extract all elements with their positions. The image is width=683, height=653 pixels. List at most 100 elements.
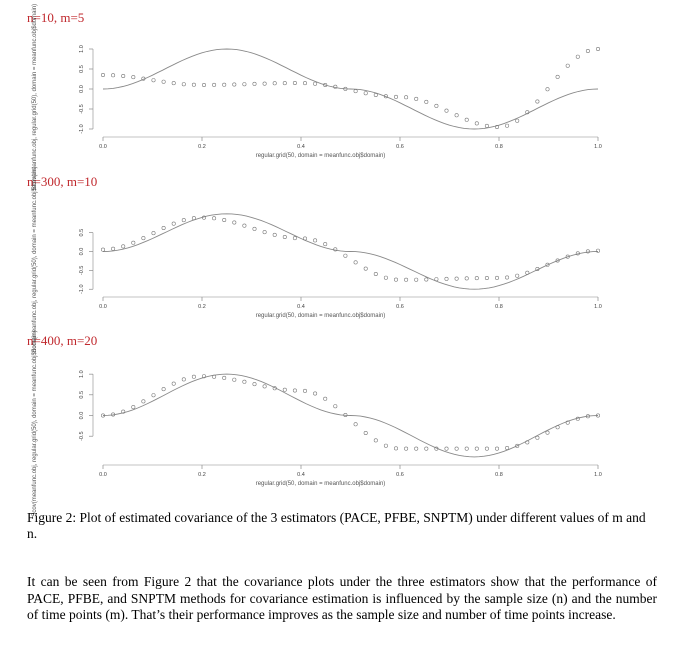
x-tick-label: 0.6 [396, 304, 404, 310]
data-point [373, 92, 378, 97]
data-point [454, 276, 459, 281]
panel-title: n=300, m=10 [27, 174, 98, 189]
data-point [585, 414, 590, 419]
data-point [414, 277, 419, 282]
plot-panel-1: Scov(meanfunc.obj, regular.grid(50), dom… [28, 4, 608, 190]
data-point [535, 435, 540, 440]
data-point [101, 72, 106, 77]
data-point [414, 446, 419, 451]
data-point [525, 110, 530, 115]
data-point [545, 262, 550, 267]
data-point [232, 377, 237, 382]
plot-panel-3: Scov(meanfunc.obj, regular.grid(50), dom… [28, 330, 608, 516]
data-point [424, 446, 429, 451]
data-point [292, 236, 297, 241]
data-point [545, 87, 550, 92]
x-tick-label: 1.0 [594, 472, 602, 478]
data-point [101, 413, 106, 418]
data-point [282, 81, 287, 86]
data-point [272, 232, 277, 237]
data-point [454, 113, 459, 118]
data-point [474, 276, 479, 281]
data-point [212, 216, 217, 221]
data-point [181, 218, 186, 223]
data-point [161, 79, 166, 84]
x-tick-label: 0.6 [396, 472, 404, 478]
x-axis-label: regular.grid(50, domain = meanfunc.obj$d… [256, 313, 386, 319]
data-point [262, 81, 267, 86]
x-tick-label: 1.0 [594, 304, 602, 310]
data-point [323, 82, 328, 87]
x-tick-label: 0.8 [495, 144, 503, 150]
data-point [121, 73, 126, 78]
data-point [292, 80, 297, 85]
data-point [272, 386, 277, 391]
y-tick-label: -0.5 [79, 104, 85, 113]
data-point [242, 379, 247, 384]
x-tick-label: 0.0 [99, 472, 107, 478]
x-tick-label: 0.4 [297, 472, 305, 478]
data-point [373, 438, 378, 443]
data-point [525, 440, 530, 445]
y-tick-label: -0.5 [79, 431, 85, 440]
data-point [302, 81, 307, 86]
data-point [444, 108, 449, 113]
data-point [282, 387, 287, 392]
data-point [202, 215, 207, 220]
data-point [282, 234, 287, 239]
data-point [444, 276, 449, 281]
data-point [343, 412, 348, 417]
data-point [242, 223, 247, 228]
data-point [151, 78, 156, 83]
data-point [363, 431, 368, 436]
x-tick-label: 0.2 [198, 144, 206, 150]
data-point [343, 253, 348, 258]
data-point [575, 416, 580, 421]
y-tick-label: -1.0 [79, 124, 85, 133]
data-point [484, 446, 489, 451]
data-point [565, 63, 570, 68]
data-point [302, 236, 307, 241]
data-point [171, 381, 176, 386]
data-point [555, 74, 560, 79]
data-point [272, 81, 277, 86]
data-point [535, 266, 540, 271]
x-tick-label: 0.4 [297, 144, 305, 150]
data-point [262, 384, 267, 389]
body-paragraph: It can be seen from Figure 2 that the co… [27, 574, 657, 622]
data-point [191, 82, 196, 87]
data-point [535, 99, 540, 104]
data-point [444, 446, 449, 451]
data-point [454, 446, 459, 451]
y-axis-label: Scov(meanfunc.obj, regular.grid(50), dom… [32, 4, 38, 190]
data-point [252, 382, 257, 387]
data-point [191, 216, 196, 221]
data-point [353, 260, 358, 265]
y-tick-label: -1.0 [79, 284, 85, 293]
data-point [494, 446, 499, 451]
data-point [111, 73, 116, 78]
data-point [464, 446, 469, 451]
chart-svg: Scov(meanfunc.obj, regular.grid(50), dom… [32, 4, 602, 190]
data-point [494, 125, 499, 130]
chart-svg: Scov(meanfunc.obj, regular.grid(50), dom… [32, 330, 602, 516]
y-tick-label: 0.5 [79, 65, 85, 73]
data-point [141, 76, 146, 81]
data-point [131, 240, 136, 245]
data-point [151, 231, 156, 236]
data-point [434, 446, 439, 451]
data-point [505, 275, 510, 280]
data-point [565, 420, 570, 425]
y-tick-label: 0.0 [79, 248, 85, 256]
data-point [545, 430, 550, 435]
data-point [333, 84, 338, 89]
data-point [121, 409, 126, 414]
data-point [222, 375, 227, 380]
data-point [575, 251, 580, 256]
data-point [212, 374, 217, 379]
data-point [333, 404, 338, 409]
data-point [161, 387, 166, 392]
data-point [111, 246, 116, 251]
y-tick-label: 0.5 [79, 391, 85, 399]
x-tick-label: 0.8 [495, 304, 503, 310]
